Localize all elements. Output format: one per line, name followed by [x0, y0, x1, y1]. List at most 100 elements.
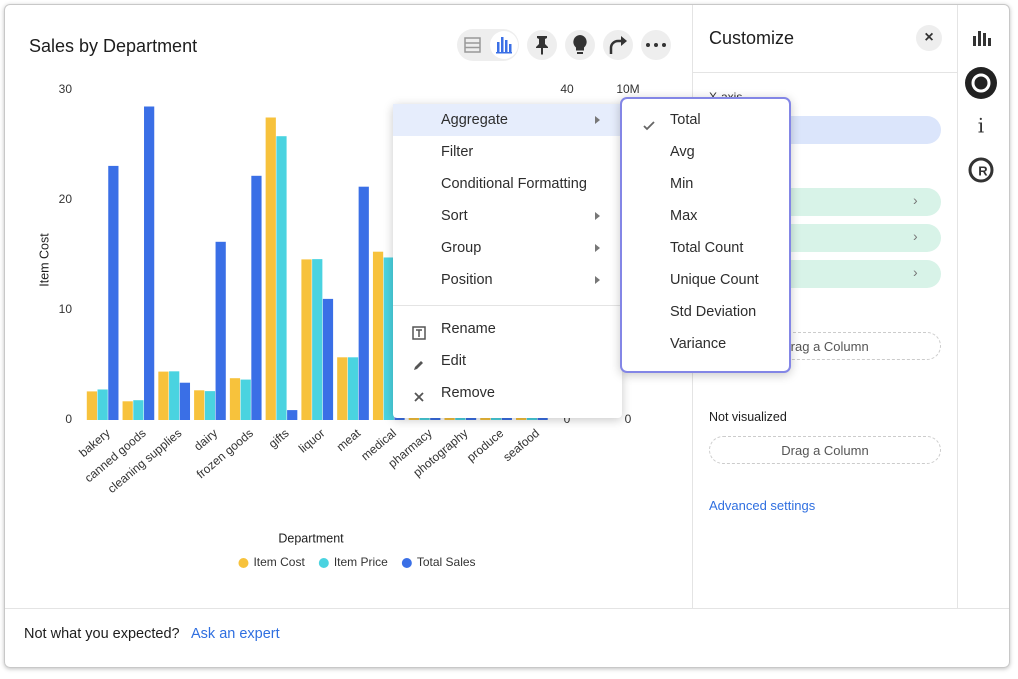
option-label: Avg: [670, 144, 695, 160]
tick-label: 10: [59, 302, 73, 316]
table-icon[interactable]: [464, 37, 481, 53]
share-arrow: [621, 36, 627, 46]
menu-item-label: Conditional Formatting: [441, 176, 587, 192]
aggregate-option[interactable]: Min: [622, 168, 789, 200]
bar: [347, 357, 359, 420]
menu-item-label: Sort: [441, 208, 468, 224]
column-menu: Aggregate Filter Conditional Formatting Sor…: [393, 104, 622, 418]
legend-swatch: [238, 558, 249, 568]
legend-label: Total Sales: [417, 555, 476, 569]
bar: [408, 417, 419, 420]
aggregate-option[interactable]: Variance: [622, 328, 789, 360]
chart-icon[interactable]: [496, 37, 512, 54]
aggregate-option[interactable]: Max: [622, 200, 789, 232]
bar: [240, 379, 251, 420]
option-label: Total: [670, 112, 701, 128]
bar: [444, 417, 455, 420]
bar: [490, 417, 502, 420]
bar: [169, 371, 180, 420]
submenu-arrow: [595, 212, 600, 220]
share-button[interactable]: [603, 30, 633, 60]
bar: [455, 417, 466, 420]
bar: [430, 417, 441, 420]
x-tick-label: dairy: [191, 426, 220, 453]
divider: [957, 5, 958, 608]
menu-action[interactable]: Rename: [393, 313, 622, 345]
close-button[interactable]: ×: [916, 25, 942, 51]
bar: [108, 165, 119, 420]
bar: [265, 117, 276, 420]
x-axis-title: Department: [278, 531, 344, 545]
more-icon: [646, 43, 666, 47]
bar: [97, 389, 108, 420]
option-label: Variance: [670, 336, 727, 352]
y-axis-title: Item Cost: [37, 233, 51, 287]
share-icon: [609, 39, 623, 54]
aggregate-option[interactable]: Total: [622, 104, 789, 136]
aggregate-option[interactable]: Total Count: [622, 232, 789, 264]
menu-item-label: Aggregate: [441, 112, 508, 128]
bar: [465, 417, 477, 420]
bar: [144, 106, 155, 420]
menu-item[interactable]: Sort: [393, 200, 622, 232]
aggregate-option[interactable]: Unique Count: [622, 264, 789, 296]
bar: [229, 378, 241, 420]
submenu-arrow: [595, 244, 600, 252]
menu-separator: [393, 305, 622, 306]
menu-item[interactable]: Filter: [393, 136, 622, 168]
tick-label: 0: [564, 412, 571, 426]
menu-item-label: Group: [441, 240, 482, 256]
tick-label: 10M: [616, 82, 639, 96]
aggregate-option[interactable]: Avg: [622, 136, 789, 168]
divider: [5, 608, 1009, 609]
bar: [251, 175, 262, 420]
info-rail-icon[interactable]: i: [978, 114, 984, 138]
menu-item-label: Rename: [441, 321, 496, 337]
aggregate-option[interactable]: Std Deviation: [622, 296, 789, 328]
tick-label: 30: [59, 82, 73, 96]
side-rail: i R: [965, 31, 997, 183]
menu-icon: [411, 321, 427, 340]
bar: [480, 417, 491, 420]
bulb-icon: [573, 35, 587, 54]
menu-item[interactable]: Aggregate: [393, 104, 622, 136]
chart-rail-icon[interactable]: [973, 31, 991, 46]
submenu-arrow: [595, 116, 600, 124]
ask-expert-link[interactable]: Ask an expert: [191, 626, 280, 642]
pin-icon: [536, 36, 548, 55]
drop-zone[interactable]: Drag a Column: [709, 436, 941, 464]
option-label: Std Deviation: [670, 304, 757, 320]
settings-rail-icon[interactable]: [965, 67, 997, 99]
option-label: Min: [670, 176, 694, 192]
bar: [133, 400, 144, 420]
divider: [693, 72, 957, 73]
legend-swatch: [318, 558, 329, 568]
chevron: ›: [913, 264, 918, 280]
bar: [122, 401, 133, 420]
advanced-link[interactable]: Advanced settings: [709, 498, 816, 513]
menu-action[interactable]: Remove: [393, 377, 622, 409]
chart-toggle[interactable]: [490, 31, 518, 59]
bar: [358, 186, 369, 420]
r-rail-icon[interactable]: [968, 157, 994, 183]
x-tick-label: meat: [334, 426, 364, 454]
bar: [372, 251, 384, 420]
submenu-arrow: [595, 276, 600, 284]
bar: [194, 390, 205, 420]
menu-action[interactable]: Edit: [393, 345, 622, 377]
x-tick-label: gifts: [266, 426, 292, 451]
aggregate-submenu: Total Avg Min Max Total Count Unique Count Std…: [620, 97, 791, 373]
menu-item-label: Filter: [441, 144, 474, 160]
menu-item[interactable]: Group: [393, 232, 622, 264]
chevron: ›: [913, 228, 918, 244]
tick-label: 0: [625, 412, 632, 426]
bar: [322, 298, 334, 420]
menu-item[interactable]: Position: [393, 264, 622, 296]
legend-swatch: [401, 558, 412, 568]
footer-prompt: Not what you expected?: [24, 626, 180, 642]
bar: [158, 371, 169, 420]
menu-item[interactable]: Conditional Formatting: [393, 168, 622, 200]
menu-item-label: Edit: [441, 353, 466, 369]
r-letter: R: [978, 163, 988, 178]
chart-title: Sales by Department: [29, 36, 197, 56]
